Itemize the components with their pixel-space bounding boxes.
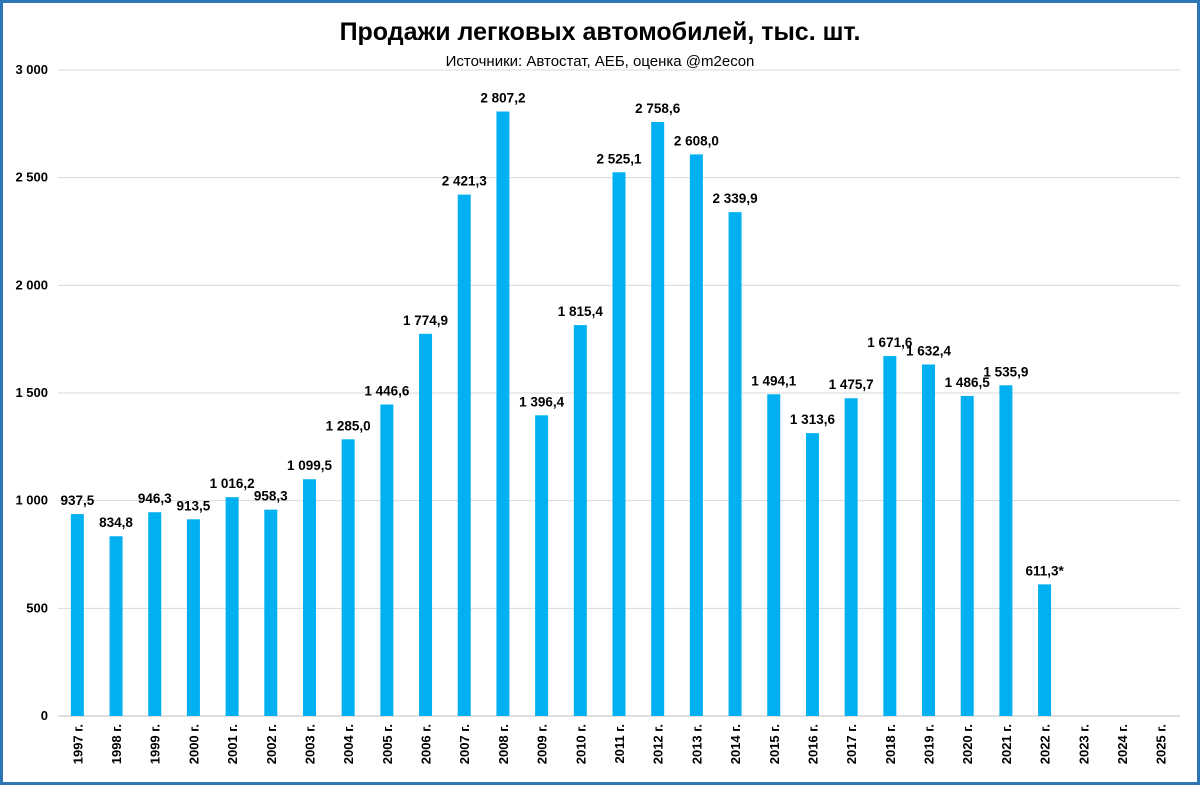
bar bbox=[573, 325, 587, 716]
y-tick-label: 3 000 bbox=[15, 62, 48, 77]
bar bbox=[496, 111, 510, 717]
x-tick-label: 2008 г. bbox=[496, 724, 511, 764]
data-label: 1 815,4 bbox=[558, 304, 604, 319]
bar bbox=[70, 514, 84, 716]
bar bbox=[1038, 584, 1052, 716]
bar bbox=[612, 172, 626, 717]
bar bbox=[767, 394, 781, 716]
x-tick-label: 1999 г. bbox=[148, 724, 163, 764]
y-tick-label: 500 bbox=[26, 600, 48, 615]
x-tick-label: 2019 г. bbox=[922, 724, 937, 764]
x-tick-label: 2018 г. bbox=[883, 724, 898, 764]
data-label: 1 446,6 bbox=[364, 383, 410, 398]
data-label: 1 535,9 bbox=[983, 364, 1028, 379]
y-tick-label: 1 500 bbox=[15, 385, 48, 400]
data-label: 1 475,7 bbox=[829, 377, 874, 392]
x-tick-label: 1998 г. bbox=[109, 724, 124, 764]
bar bbox=[960, 395, 974, 716]
x-tick-label: 2000 г. bbox=[186, 724, 201, 764]
data-label: 2 608,0 bbox=[674, 133, 719, 148]
data-label: 2 758,6 bbox=[635, 101, 681, 116]
bar bbox=[922, 364, 936, 716]
x-tick-label: 2014 г. bbox=[728, 724, 743, 764]
data-label: 611,3* bbox=[1025, 563, 1064, 578]
bar bbox=[109, 536, 123, 716]
bar bbox=[651, 121, 665, 717]
bar bbox=[264, 509, 278, 716]
y-tick-label: 2 500 bbox=[15, 170, 48, 185]
x-tick-label: 2011 г. bbox=[612, 724, 627, 764]
bar bbox=[225, 497, 239, 716]
data-label: 958,3 bbox=[254, 489, 288, 504]
bar bbox=[805, 433, 819, 716]
bar bbox=[883, 356, 897, 716]
y-axis: 0 500 1 000 1 500 2 000 2 500 3 000 bbox=[15, 62, 48, 723]
x-tick-label: 2021 г. bbox=[999, 724, 1014, 764]
x-tick-label: 2020 г. bbox=[960, 724, 975, 764]
y-tick-label: 0 bbox=[41, 708, 48, 723]
data-label: 2 339,9 bbox=[713, 191, 758, 206]
bar bbox=[380, 404, 394, 716]
data-label: 1 313,6 bbox=[790, 412, 836, 427]
bar bbox=[148, 512, 162, 716]
data-label: 1 671,6 bbox=[867, 335, 913, 350]
data-label: 1 486,5 bbox=[945, 375, 991, 390]
x-tick-label: 2005 г. bbox=[380, 724, 395, 764]
bar bbox=[186, 519, 200, 716]
x-tick-label: 2009 г. bbox=[535, 724, 550, 764]
data-label: 946,3 bbox=[138, 491, 172, 506]
bar bbox=[689, 154, 703, 717]
x-tick-label: 2010 г. bbox=[573, 724, 588, 764]
bar bbox=[341, 439, 355, 716]
x-axis: 1997 г. 1998 г. 1999 г. 2000 г. 2001 г. 2002 … bbox=[70, 724, 1168, 764]
data-label: 1 494,1 bbox=[751, 373, 797, 388]
x-tick-label: 2001 г. bbox=[225, 724, 240, 764]
x-tick-label: 2012 г. bbox=[651, 724, 666, 764]
chart-title: Продажи легковых автомобилей, тыс. шт. bbox=[339, 18, 861, 46]
data-label: 1 396,4 bbox=[519, 394, 565, 409]
x-tick-label: 2003 г. bbox=[302, 724, 317, 764]
bar bbox=[535, 415, 549, 716]
data-label: 2 807,2 bbox=[480, 91, 525, 106]
x-tick-label: 2004 г. bbox=[341, 724, 356, 764]
y-tick-label: 1 000 bbox=[15, 493, 48, 508]
data-label: 2 525,1 bbox=[596, 151, 642, 166]
data-label: 1 016,2 bbox=[210, 476, 255, 491]
data-label: 1 099,5 bbox=[287, 458, 333, 473]
bar bbox=[844, 398, 858, 716]
data-label: 1 774,9 bbox=[403, 313, 448, 328]
data-label: 1 632,4 bbox=[906, 343, 952, 358]
bar bbox=[302, 479, 316, 716]
bar bbox=[999, 385, 1013, 716]
bar bbox=[728, 212, 742, 716]
bars bbox=[70, 111, 1052, 717]
x-tick-label: 2006 г. bbox=[419, 724, 434, 764]
x-tick-label: 2023 г. bbox=[1076, 724, 1091, 764]
x-tick-label: 1997 г. bbox=[70, 724, 85, 764]
data-label: 834,8 bbox=[99, 515, 133, 530]
bar bbox=[419, 333, 433, 716]
y-tick-label: 2 000 bbox=[15, 277, 48, 292]
x-tick-label: 2007 г. bbox=[457, 724, 472, 764]
chart-subtitle: Источники: Автостат, АЕБ, оценка @m2econ bbox=[445, 53, 755, 70]
data-label: 913,5 bbox=[177, 498, 211, 513]
x-tick-label: 2002 г. bbox=[264, 724, 279, 764]
data-label: 2 421,3 bbox=[442, 174, 488, 189]
x-tick-label: 2025 г. bbox=[1154, 724, 1169, 764]
x-tick-label: 2022 г. bbox=[1038, 724, 1053, 764]
data-label: 1 285,0 bbox=[326, 418, 371, 433]
x-tick-label: 2017 г. bbox=[844, 724, 859, 764]
x-tick-label: 2015 г. bbox=[767, 724, 782, 764]
x-tick-label: 2013 г. bbox=[689, 724, 704, 764]
x-tick-label: 2016 г. bbox=[805, 724, 820, 764]
bar bbox=[457, 194, 471, 716]
data-label: 937,5 bbox=[60, 493, 94, 508]
x-tick-label: 2024 г. bbox=[1115, 724, 1130, 764]
